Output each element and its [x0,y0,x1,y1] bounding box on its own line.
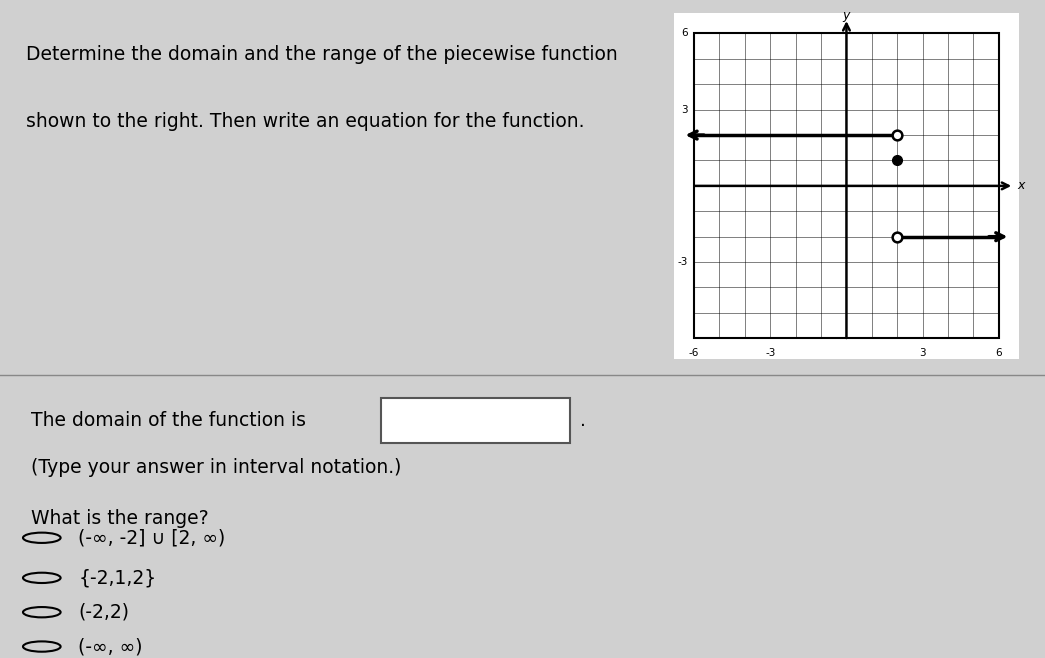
Bar [694,34,999,338]
Text: shown to the right. Then write an equation for the function.: shown to the right. Then write an equati… [26,111,584,130]
Text: -3: -3 [765,349,775,359]
Bar [694,34,999,338]
Text: (-∞, -2] ∪ [2, ∞): (-∞, -2] ∪ [2, ∞) [78,528,226,547]
Text: -6: -6 [689,349,699,359]
Text: The domain of the function is: The domain of the function is [31,411,306,430]
Text: (Type your answer in interval notation.): (Type your answer in interval notation.) [31,458,401,476]
Text: y: y [842,9,851,22]
Text: x: x [1017,180,1024,192]
Text: .: . [580,411,586,430]
Text: 6: 6 [996,349,1002,359]
Text: 3: 3 [681,105,688,114]
Text: {-2,1,2}: {-2,1,2} [78,569,157,588]
FancyBboxPatch shape [381,397,570,443]
Text: -3: -3 [677,257,688,267]
Text: 6: 6 [681,28,688,38]
Text: (-2,2): (-2,2) [78,603,130,622]
Text: What is the range?: What is the range? [31,509,209,528]
Text: 3: 3 [920,349,926,359]
Text: Determine the domain and the range of the piecewise function: Determine the domain and the range of th… [26,45,618,64]
Text: (-∞, ∞): (-∞, ∞) [78,637,143,656]
